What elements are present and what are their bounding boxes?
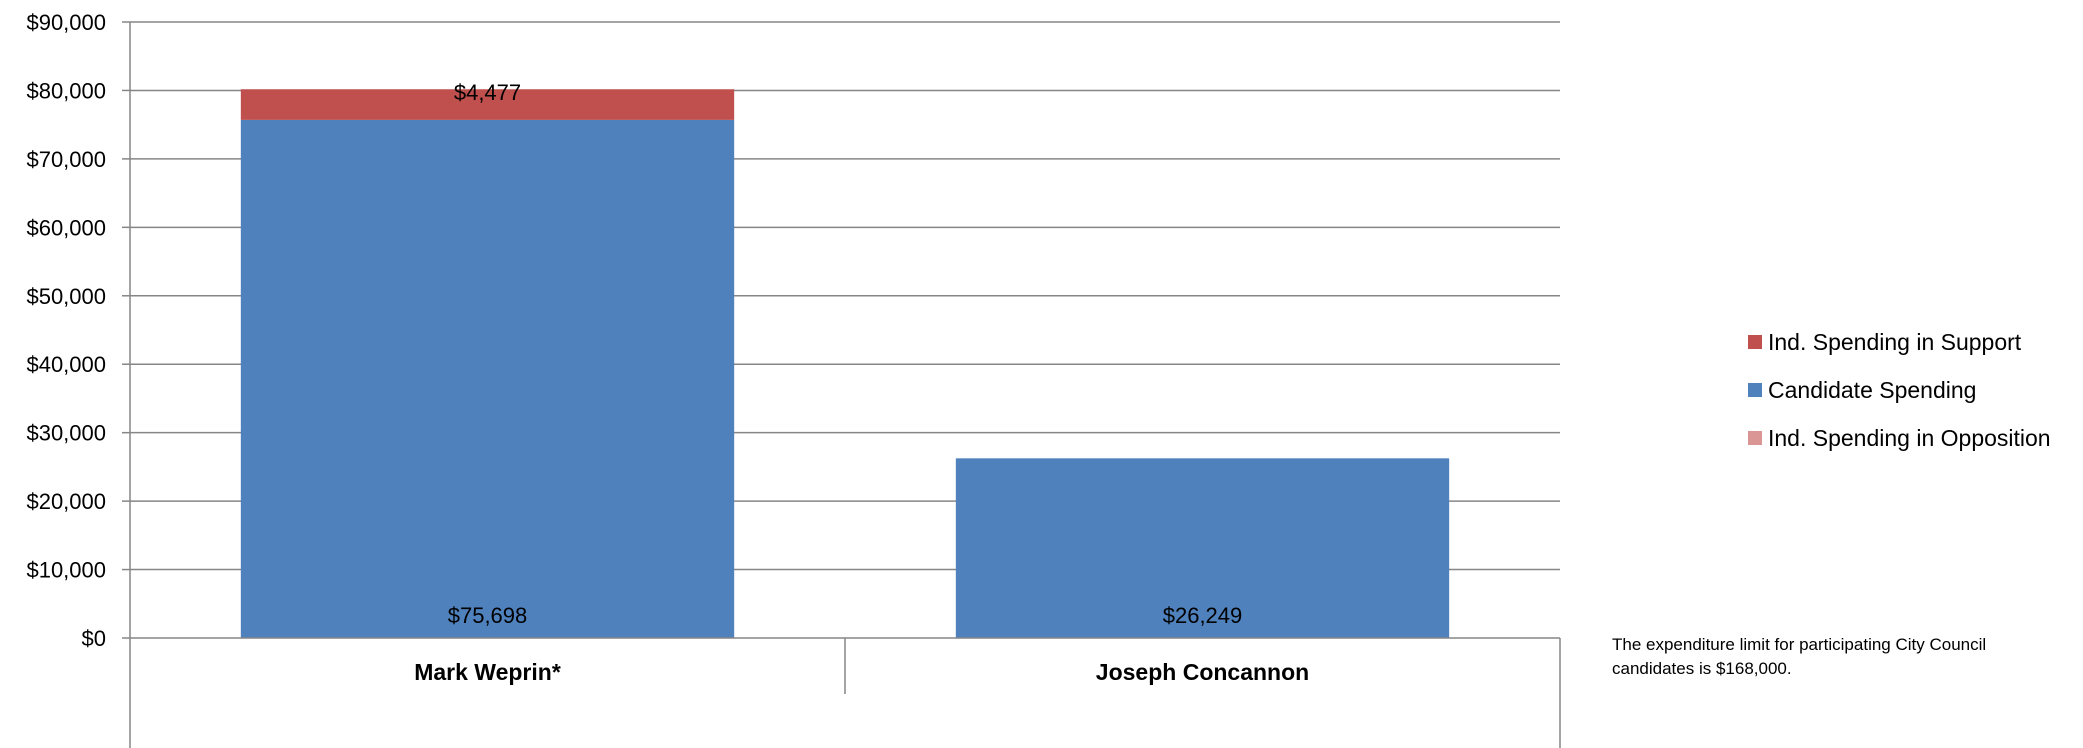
labels: $0 $10,000 $20,000 $30,000 $40,000 $50,000 $60…	[26, 10, 1309, 685]
axes	[122, 21, 1561, 748]
expenditure-limit-note: The expenditure limit for participating …	[1612, 635, 1987, 678]
y-tick-label: $50,000	[26, 284, 106, 309]
legend-item-support: Ind. Spending in Support	[1748, 318, 2051, 366]
legend-label: Candidate Spending	[1768, 376, 1977, 403]
bar-segment	[240, 119, 735, 639]
y-tick-label: $20,000	[26, 489, 106, 514]
y-tick-label: $70,000	[26, 147, 106, 172]
y-tick-label: $80,000	[26, 78, 106, 103]
legend-swatch-candidate	[1748, 383, 1762, 397]
bar-segment	[240, 89, 735, 120]
category-label: Joseph Concannon	[1096, 659, 1309, 685]
y-tick-label: $40,000	[26, 352, 106, 377]
y-tick-label: $10,000	[26, 558, 106, 583]
y-tick-label: $60,000	[26, 215, 106, 240]
y-tick-label: $90,000	[26, 10, 106, 35]
legend-item-opposition: Ind. Spending in Opposition	[1748, 414, 2051, 462]
legend-swatch-opposition	[1748, 431, 1762, 445]
category-label: Mark Weprin*	[414, 659, 561, 685]
legend-label: Ind. Spending in Support	[1768, 328, 2022, 355]
bar-segment	[955, 458, 1450, 638]
spending-chart: $0 $10,000 $20,000 $30,000 $40,000 $50,000 $60…	[26, 10, 1561, 748]
y-tick-label: $0	[82, 626, 106, 651]
legend-item-candidate: Candidate Spending	[1748, 366, 2051, 414]
data-label: $75,698	[448, 603, 528, 628]
legend: Ind. Spending in Support Candidate Spend…	[1748, 318, 2051, 462]
data-label: $26,249	[1163, 603, 1243, 628]
legend-swatch-support	[1748, 335, 1762, 349]
bars	[240, 89, 1450, 639]
y-tick-label: $30,000	[26, 421, 106, 446]
legend-label: Ind. Spending in Opposition	[1768, 424, 2051, 451]
data-label: $4,477	[454, 80, 521, 105]
